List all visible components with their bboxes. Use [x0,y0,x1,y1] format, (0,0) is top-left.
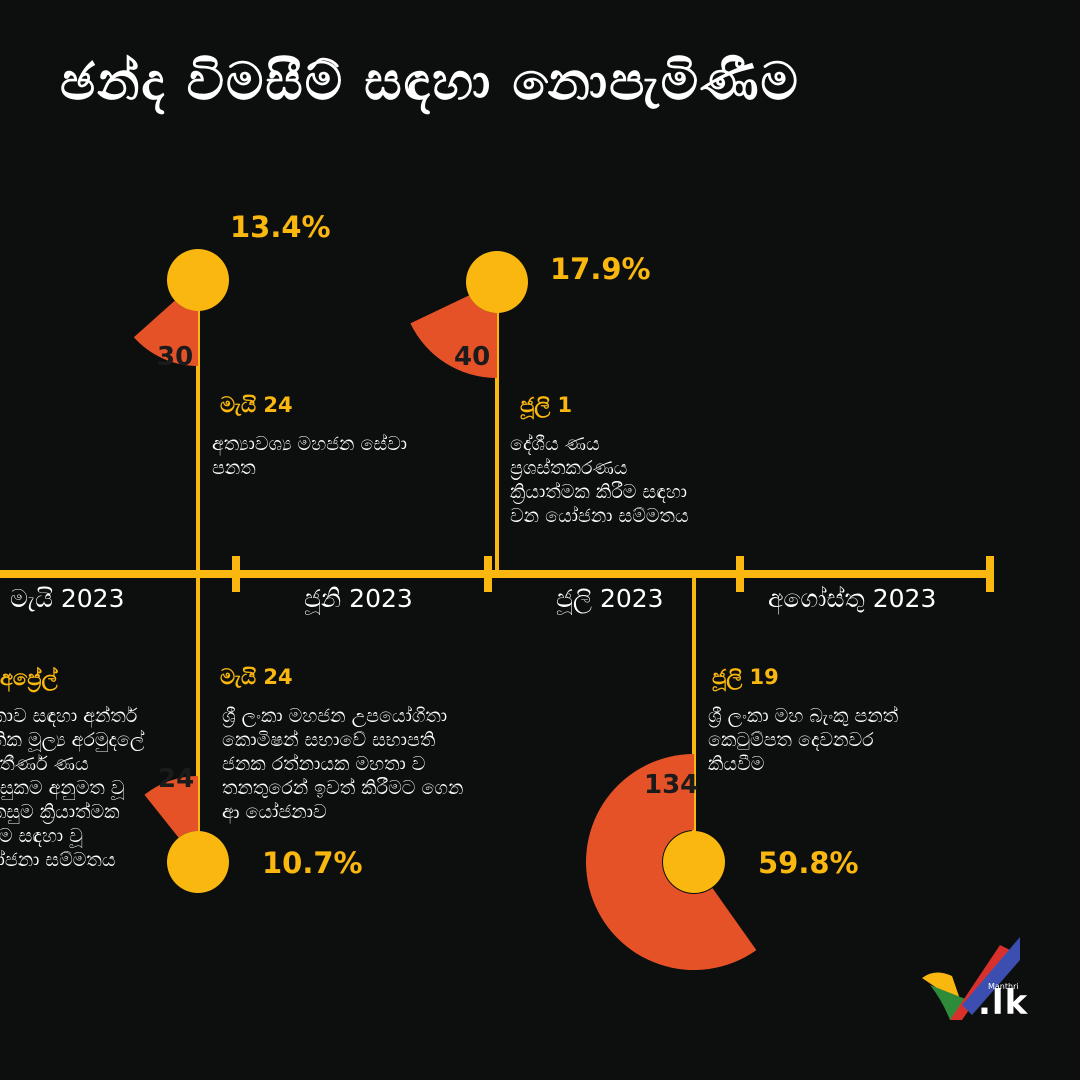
month-label: අගෝස්තු 2023 [768,584,937,613]
absence-percent: 59.8% [758,846,859,880]
absence-count: 40 [454,342,491,372]
event-date: අප්‍රේල් [0,666,58,690]
event-marker [663,831,725,893]
event-date: ජූලි 19 [712,665,779,689]
event-date: ජූලි 1 [520,393,573,417]
event-description: ශ්‍රී ලංකා මහ බැංකු පනත් කෙටුම්පත දෙවනවර… [708,705,899,775]
logo-small-text: Manthri [988,982,1019,991]
manthri-logo-icon [922,937,1020,1020]
absence-proportion-sector [144,776,198,838]
absence-proportion-sector [410,295,497,378]
absence-count: 30 [157,342,194,372]
absence-percent: 17.9% [550,252,651,286]
absence-count: 24 [158,764,195,794]
absence-percent: 13.4% [230,210,331,244]
event-description: දේශීය ණය ප්‍රශස්තකරණය ක්‍රියාත්මක කිරීම … [510,433,689,527]
event-description: ශ්‍රී ලංකා මහජන උපයෝගිතා කොමිෂන් සභාවේ ස… [222,705,464,823]
month-label: මැයි 2023 [10,584,125,613]
event-description: ලංකාව සඳහා අන්තර් ජාතික මූල්‍ය අරමුදලේ ව… [0,705,145,871]
page-title: ඡන්ද විමසීම් සඳහා නොපැමිණීම [60,52,800,112]
absence-proportion-sector [585,754,757,971]
event-date: මැයි 24 [220,665,293,689]
event-marker [167,831,229,893]
event-description: අත්‍යාවශ්‍ය මහජන සේවා පනත [212,433,408,479]
event-marker [167,249,229,311]
month-label: ජූලි 2023 [556,584,664,613]
absence-percent: 10.7% [262,846,363,880]
event-marker [466,251,528,313]
event-date: මැයි 24 [220,393,293,417]
absence-proportion-sector [133,300,198,366]
logo-text: .lk [978,983,1029,1023]
absence-count: 134 [644,770,699,800]
month-label: ජූනි 2023 [304,584,413,613]
